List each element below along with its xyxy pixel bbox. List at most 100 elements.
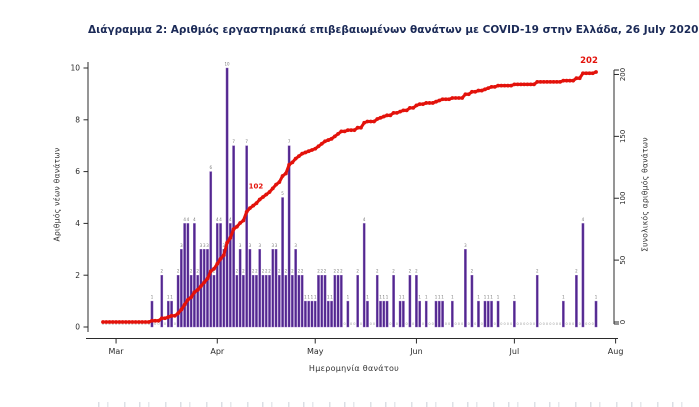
- bar-value-label: 1: [435, 295, 438, 300]
- zero-value-label: 0: [520, 322, 522, 326]
- cumulative-line-marker: [496, 83, 500, 88]
- cumulative-line-marker: [450, 96, 455, 100]
- daily-deaths-bar: [323, 275, 327, 328]
- cumulative-line-marker: [567, 78, 572, 83]
- bar-value-label: 10: [225, 62, 231, 67]
- cumulative-line-marker: [143, 320, 148, 324]
- cumulative-line-marker: [270, 186, 275, 191]
- zero-value-label: 0: [164, 322, 166, 326]
- cumulative-line-marker: [342, 129, 347, 134]
- zero-value-label: 0: [406, 322, 408, 326]
- cumulative-line-marker: [323, 139, 327, 144]
- cumulative-line-marker: [277, 180, 282, 185]
- cumulative-line-marker: [427, 101, 432, 105]
- bar-value-label: 4: [363, 217, 366, 222]
- daily-deaths-bar: [268, 275, 271, 328]
- cumulative-line-marker: [215, 261, 220, 266]
- bar-value-label: 2: [415, 269, 418, 274]
- cumulative-line-marker: [492, 84, 497, 89]
- y-axis-title-right: Συνολικός αριθμός θανάτων: [640, 137, 650, 252]
- daily-deaths-bar: [483, 300, 487, 328]
- cumulative-line-marker: [332, 134, 337, 139]
- cumulative-line-marker: [581, 71, 585, 76]
- zero-value-label: 0: [526, 322, 528, 326]
- bar-value-label: 4: [187, 217, 190, 222]
- cumulative-line-marker: [398, 109, 403, 114]
- cumulative-line-marker: [107, 320, 112, 324]
- cumulative-line-marker: [424, 101, 429, 105]
- bar-value-label: 1: [425, 295, 428, 300]
- zero-value-label: 0: [353, 322, 355, 326]
- daily-deaths-bar: [317, 275, 320, 328]
- bar-value-label: 2: [242, 269, 245, 274]
- daily-deaths-bar: [496, 300, 500, 328]
- cumulative-line-marker: [264, 192, 269, 197]
- cumulative-line-marker: [466, 92, 471, 97]
- daily-deaths-bar: [232, 145, 235, 328]
- right-axis-tick-label: 50: [619, 256, 627, 265]
- zero-value-label: 0: [370, 322, 372, 326]
- cumulative-line-marker: [505, 83, 510, 88]
- zero-value-label: 0: [543, 322, 545, 326]
- cumulative-line-marker: [205, 276, 210, 281]
- cumulative-line-marker: [182, 302, 187, 307]
- zero-value-label: 0: [517, 322, 519, 326]
- bar-value-label: 1: [562, 295, 565, 300]
- cumulative-line-marker: [345, 128, 350, 133]
- cumulative-line-marker: [179, 307, 184, 312]
- zero-value-label: 0: [530, 322, 532, 326]
- daily-deaths-bar: [310, 300, 314, 328]
- cumulative-line-marker: [101, 320, 105, 324]
- cumulative-line-marker: [551, 80, 556, 84]
- bar-value-label: 3: [464, 243, 467, 248]
- bar-value-label: 2: [190, 269, 193, 274]
- zero-value-label: 0: [592, 322, 594, 326]
- daily-deaths-bar: [196, 275, 199, 328]
- daily-deaths-bar: [437, 300, 441, 328]
- zero-value-label: 0: [549, 322, 551, 326]
- cumulative-line-marker: [117, 320, 122, 324]
- left-axis-tick-label: 10: [70, 64, 80, 73]
- cumulative-line-marker: [123, 320, 128, 324]
- left-axis-tick-label: 4: [75, 219, 80, 228]
- cumulative-line-marker: [404, 108, 409, 113]
- cumulative-line-marker: [163, 316, 167, 321]
- zero-value-label: 0: [157, 322, 159, 326]
- cumulative-line-marker: [352, 128, 357, 133]
- daily-deaths-bar: [313, 300, 317, 328]
- daily-deaths-bar: [333, 275, 337, 328]
- bar-value-label: 2: [265, 269, 268, 274]
- cumulative-line-marker: [571, 78, 576, 83]
- zero-value-label: 0: [507, 322, 509, 326]
- zero-value-label: 0: [373, 322, 375, 326]
- zero-value-label: 0: [174, 322, 176, 326]
- daily-deaths-bar: [581, 223, 585, 328]
- bar-value-label: 1: [399, 295, 402, 300]
- cumulative-line-marker: [434, 99, 438, 104]
- daily-deaths-bar: [470, 275, 474, 328]
- cumulative-line-marker: [336, 131, 340, 136]
- cumulative-line-marker: [577, 76, 582, 81]
- daily-deaths-bar: [209, 171, 213, 328]
- daily-deaths-bar: [424, 300, 428, 328]
- cumulative-line-marker: [522, 82, 527, 87]
- cumulative-line-marker: [443, 97, 448, 102]
- chart-canvas: 0246810MarAprMayJunJulAug050100150200000…: [70, 56, 627, 356]
- cumulative-line-marker: [257, 197, 262, 202]
- cumulative-line-marker: [267, 190, 272, 194]
- cumulative-line-marker: [297, 154, 301, 159]
- daily-deaths-bar: [379, 300, 382, 328]
- cumulative-line-marker: [114, 320, 118, 324]
- bar-value-label: 3: [272, 243, 275, 248]
- cumulative-line-marker: [290, 160, 295, 165]
- daily-deaths-bar: [385, 300, 389, 328]
- bar-value-label: 2: [536, 269, 539, 274]
- cumulative-line-marker: [417, 102, 422, 107]
- y-axis-title-left: Αριθμός νέων θανάτων: [52, 147, 62, 242]
- bar-value-label: 6: [209, 165, 212, 170]
- cumulative-line-marker: [394, 110, 399, 115]
- zero-value-label: 0: [343, 322, 345, 326]
- bar-value-label: 1: [386, 295, 389, 300]
- bar-value-label: 2: [471, 269, 474, 274]
